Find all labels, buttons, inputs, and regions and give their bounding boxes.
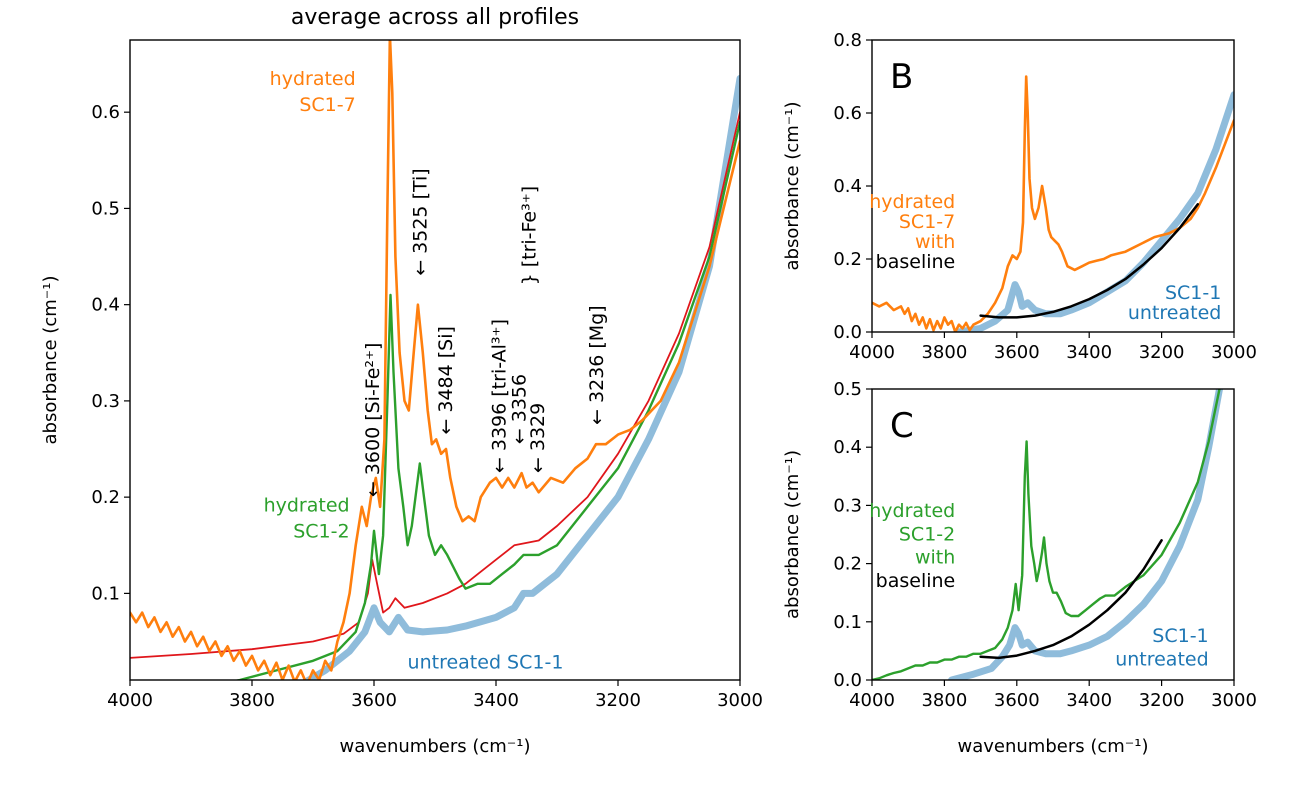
y-tick-label: 0.2 (833, 554, 862, 575)
x-axis-label: wavenumbers (cm⁻¹) (339, 736, 530, 757)
x-tick-label: 4000 (107, 690, 153, 711)
series-label: SC1-1 (1152, 625, 1208, 647)
series-line-red (130, 111, 740, 659)
plot-area (872, 389, 1223, 680)
x-tick-label: 3800 (921, 690, 967, 711)
y-tick-label: 0.1 (91, 583, 120, 604)
panel-letter: B (890, 57, 913, 97)
series-label: untreated (1128, 302, 1221, 324)
panel-letter: C (890, 406, 914, 446)
y-tick-label: 0.2 (833, 249, 862, 270)
y-tick-label: 0.1 (833, 612, 862, 633)
chart-title: average across all profiles (291, 5, 579, 30)
series-label: untreated (1115, 648, 1208, 670)
y-tick-label: 0.6 (833, 103, 862, 124)
series-line-sc1_7 (130, 40, 740, 680)
x-tick-label: 3400 (1066, 690, 1112, 711)
y-tick-label: 0.0 (833, 322, 862, 343)
x-tick-label: 3600 (994, 342, 1040, 363)
y-tick-label: 0.5 (833, 379, 862, 400)
axes-frame (871, 388, 1235, 681)
series-label: hydrated (264, 495, 350, 517)
panel-c-sc1-2-baseline: 4000 3800 3600 3400 3200 3000 0.0 0.1 0.2 0.3 0.4 0… (782, 379, 1257, 757)
y-tick-label: 0.3 (91, 391, 120, 412)
y-tick-label: 0.4 (833, 437, 862, 458)
plot-area (130, 40, 740, 680)
series-label: hydrated (869, 191, 955, 213)
y-tick-label: 0.4 (833, 176, 862, 197)
series-label: with (915, 547, 955, 569)
x-tick-label: 3200 (1139, 342, 1185, 363)
series-label: baseline (876, 251, 956, 273)
peak-annotation: ← 3396 [tri-Al³⁺] (488, 319, 510, 473)
axes-frame (129, 39, 741, 681)
y-axis-label: absorbance (cm⁻¹) (782, 102, 803, 271)
series-label: baseline (876, 570, 956, 592)
y-tick-label: 0.2 (91, 487, 120, 508)
series-line-untreated (955, 91, 1234, 332)
y-tick-label: 0.8 (833, 30, 862, 51)
x-axis-label: wavenumbers (cm⁻¹) (957, 736, 1148, 757)
series-line-baseline (979, 539, 1163, 660)
y-tick-label: 0.5 (91, 198, 120, 219)
x-tick-label: 3400 (473, 690, 519, 711)
x-tick-label: 3800 (921, 342, 967, 363)
series-label: SC1-1 (1165, 282, 1221, 304)
x-tick-label: 3600 (994, 690, 1040, 711)
panel-a-average-spectra: 4000 3800 3600 3400 3200 3000 0.1 0.2 0.3 0.4 0.5 0… (40, 5, 763, 757)
series-label: untreated SC1-1 (408, 651, 564, 673)
y-tick-label: 0.6 (91, 102, 120, 123)
panel-b-sc1-7-baseline: 4000 3800 3600 3400 3200 3000 0.0 0.2 0.4 0.6 0.8 a… (782, 30, 1257, 363)
peak-annotation: ← 3356 (509, 374, 531, 444)
series-label: SC1-2 (293, 521, 349, 543)
x-tick-label: 4000 (849, 342, 895, 363)
series-line-baseline (979, 203, 1200, 319)
plot-area (872, 75, 1234, 332)
x-tick-label: 3000 (1211, 342, 1257, 363)
x-tick-label: 3000 (717, 690, 763, 711)
peak-annotation: ← 3484 [Si] (435, 326, 457, 435)
series-line-untreated (948, 389, 1223, 680)
series-line-untreated (302, 75, 740, 680)
x-tick-label: 3200 (595, 690, 641, 711)
x-tick-label: 3600 (351, 690, 397, 711)
series-label: SC1-7 (299, 94, 355, 116)
y-tick-label: 0.0 (833, 670, 862, 691)
y-tick-label: 0.3 (833, 495, 862, 516)
series-label: hydrated (270, 68, 356, 90)
y-axis-label: absorbance (cm⁻¹) (40, 276, 61, 445)
series-label: SC1-7 (899, 211, 955, 233)
peak-annotation: } [tri-Fe³⁺] (518, 186, 540, 286)
x-tick-label: 3000 (1211, 690, 1257, 711)
series-label: SC1-2 (899, 523, 955, 545)
y-tick-label: 0.4 (91, 295, 120, 316)
x-tick-label: 4000 (849, 690, 895, 711)
peak-annotation: ← 3600 [Si-Fe²⁺] (362, 343, 384, 498)
y-axis-label: absorbance (cm⁻¹) (782, 450, 803, 619)
x-tick-label: 3400 (1066, 342, 1112, 363)
series-line-sc1_2 (872, 389, 1221, 680)
peak-annotation: ← 3329 (527, 403, 549, 473)
series-line-sc1_2 (233, 120, 740, 680)
series-line-sc1_7 (872, 75, 1234, 332)
series-label: with (915, 231, 955, 253)
x-tick-label: 3800 (229, 690, 275, 711)
peak-annotation: ← 3236 [Mg] (586, 305, 608, 425)
peak-annotation: ← 3525 [Ti] (410, 168, 432, 275)
series-label: hydrated (869, 500, 955, 522)
x-tick-label: 3200 (1139, 690, 1185, 711)
